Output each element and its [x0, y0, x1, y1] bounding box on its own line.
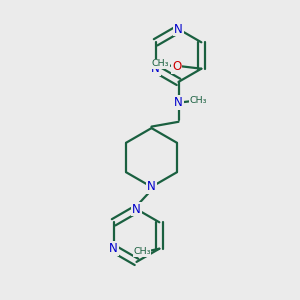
- Text: N: N: [174, 22, 183, 36]
- Text: CH₃: CH₃: [152, 59, 169, 68]
- Text: CH₃: CH₃: [189, 96, 207, 105]
- Text: N: N: [147, 180, 156, 194]
- Text: N: N: [174, 96, 183, 109]
- Text: N: N: [132, 202, 141, 216]
- Text: CH₃: CH₃: [133, 247, 151, 256]
- Text: O: O: [172, 60, 182, 73]
- Text: N: N: [109, 242, 118, 255]
- Text: N: N: [151, 62, 160, 75]
